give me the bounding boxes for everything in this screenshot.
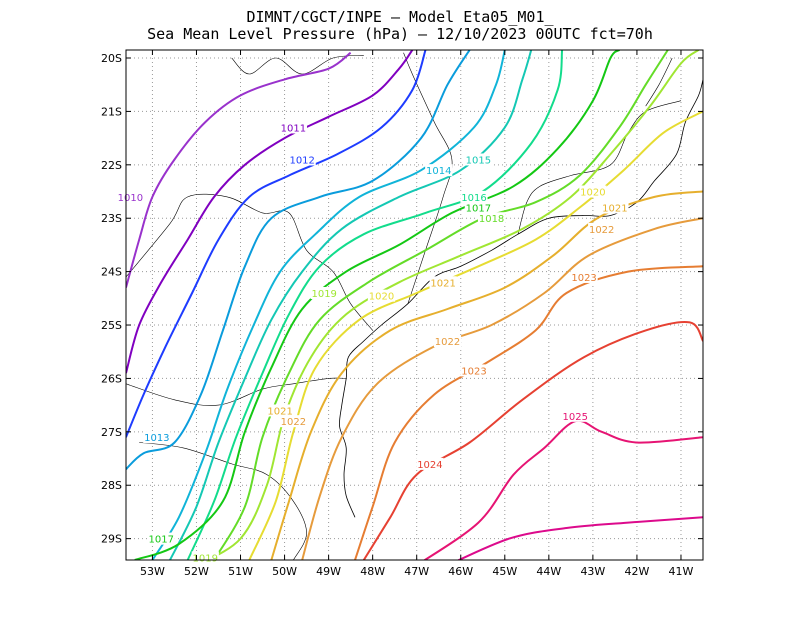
isobar-label-bg [367,289,396,302]
isobar-1024 [362,320,703,560]
isobar-label: 1015 [466,155,491,166]
isobar-label-bg [416,457,444,470]
isobar-label: 1017 [149,535,174,546]
isobars [126,50,703,560]
isobar-label: 1012 [289,155,314,166]
coastline [339,79,703,518]
lon-tick-label: 43W [580,565,605,578]
state-border [231,55,364,75]
isobar-label: 1020 [580,188,605,199]
chart-title-line2: Sea Mean Level Pressure (hPa) – 12/10/20… [147,25,653,43]
isobar-1020 [248,110,703,560]
isobar-label-bg [147,532,175,545]
isobar-label: 1021 [267,406,292,417]
lon-tick-label: 50W [272,565,297,578]
isobar-label: 1021 [602,204,627,215]
isobar-label-bg [460,190,488,203]
lon-tick-label: 46W [448,565,473,578]
isobar-label-bg [288,153,316,166]
isobar-label-bg [570,270,598,283]
isobar-label-bg [561,409,589,422]
lat-tick-label: 28S [101,479,122,492]
isobar-label: 1017 [466,204,491,215]
isobar-1017 [134,50,620,560]
lon-tick-label: 42W [624,565,649,578]
plot-frame [125,49,704,561]
lon-tick-label: 49W [316,565,341,578]
gridlines [126,50,703,560]
isobar-label-bg [310,286,338,299]
isobar-label: 1023 [571,273,596,284]
isobar-label: 1023 [461,366,486,377]
chart-title-line1: DIMNT/CGCT/INPE – Model Eta05_M01_ [246,8,554,26]
isobar-label-bg [429,276,457,289]
isobar-label: 1021 [430,278,455,289]
lat-tick-label: 20S [101,52,122,65]
isobar-label-bg [460,364,488,377]
isobar-1026 [456,516,703,560]
lon-tick-label: 52W [184,565,209,578]
lat-tick-label: 24S [101,266,122,279]
isobar-label-bg [279,415,307,428]
isobar-label-bg [588,222,616,235]
isobar-1019 [204,50,700,560]
lon-tick-label: 51W [228,565,253,578]
isobar-label: 1014 [426,166,451,177]
isobar-label-bg [477,212,506,225]
axis-ticks: 53W 52W 51W 50W 49W 48W 47W 46W 45W 44W 43W 42W 41W 2… [101,50,703,578]
isobar-label: 1011 [281,123,306,134]
state-border [645,57,673,107]
isobar-label: 1013 [144,433,169,444]
isobar-label-bg [425,164,453,177]
isobar-label: 1022 [589,225,614,236]
isobar-label-bg [116,190,145,203]
lon-tick-label: 44W [536,565,561,578]
isobar-label-bg [464,201,492,214]
geography [126,52,703,560]
isobar-label: 1025 [563,412,588,423]
lat-tick-label: 23S [101,212,122,225]
lon-tick-label: 48W [360,565,385,578]
state-border [126,193,373,331]
lat-tick-label: 26S [101,372,122,385]
isobar-label-bg [143,431,171,444]
isobar-label-bg [601,201,629,214]
isobar-label-bg [433,335,462,348]
lon-tick-label: 45W [492,565,517,578]
isobar-label: 1022 [281,417,306,428]
isobar-label: 1019 [311,289,336,300]
isobar-label: 1019 [193,553,218,564]
isobar-label: 1020 [369,292,394,303]
isobar-1013 [126,50,471,470]
isobar-label: 1010 [118,193,143,204]
lon-tick-label: 47W [404,565,429,578]
isobar-1025 [423,419,703,560]
isobar-1012 [126,50,427,438]
isobar-label-bg [279,121,307,134]
isobar-1010 [126,51,352,288]
isobar-1023 [354,265,703,560]
isobar-1014 [151,50,506,560]
lat-tick-label: 29S [101,533,122,546]
isobar-1015 [169,50,533,560]
lon-tick-label: 41W [669,565,694,578]
isobar-label: 1018 [479,214,504,225]
isobar-label: 1016 [461,193,486,204]
isobar-1016 [186,50,564,560]
isobar-label-bg [464,153,492,166]
isobar-1011 [126,50,414,374]
lat-tick-label: 21S [101,105,122,118]
isobar-labels: 1010101110121013101410151016101710171018… [116,121,629,564]
isobar-label-bg [579,185,607,198]
isobar-label: 1022 [435,337,460,348]
lat-tick-label: 22S [101,159,122,172]
state-border [139,442,307,560]
isobar-label-bg [266,404,294,417]
lat-tick-label: 25S [101,319,122,332]
isobar-label: 1024 [417,460,442,471]
lon-tick-label: 53W [140,565,165,578]
lat-tick-label: 27S [101,426,122,439]
isobar-1018 [213,50,669,560]
